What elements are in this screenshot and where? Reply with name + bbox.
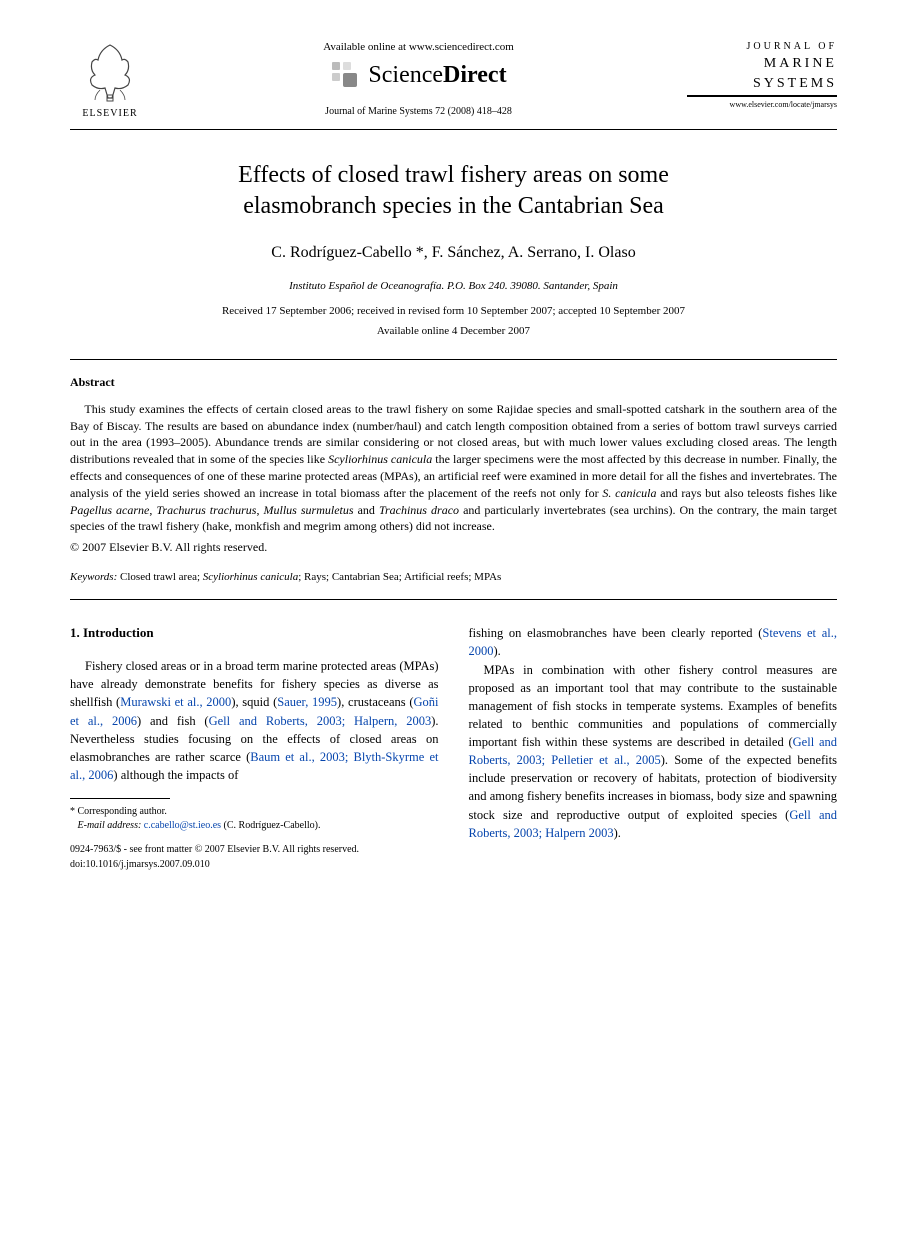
header-row: ELSEVIER Available online at www.science… [70,40,837,121]
title-line2: elasmobranch species in the Cantabrian S… [243,193,664,219]
affiliation: Instituto Español de Oceanografía. P.O. … [70,279,837,294]
email-line: E-mail address: c.cabello@st.ieo.es (C. … [70,819,439,833]
left-column: 1. Introduction Fishery closed areas or … [70,624,439,872]
available-online-text: Available online at www.sciencedirect.co… [160,40,677,55]
article-title: Effects of closed trawl fishery areas on… [70,160,837,222]
corresponding-author-note: * Corresponding author. E-mail address: … [70,805,439,833]
intro-para-left: Fishery closed areas or in a broad term … [70,657,439,784]
cite-link[interactable]: Sauer, 1995 [277,695,337,709]
authors: C. Rodríguez-Cabello *, F. Sánchez, A. S… [70,242,837,264]
header-center: Available online at www.sciencedirect.co… [150,40,687,119]
journal-url: www.elsevier.com/locate/jmarsys [687,99,837,110]
email-link[interactable]: c.cabello@st.ieo.es [144,820,221,831]
journal-reference: Journal of Marine Systems 72 (2008) 418–… [160,105,677,119]
abstract-heading: Abstract [70,374,837,391]
elsevier-block: ELSEVIER [70,40,150,121]
sciencedirect-icon [330,60,362,92]
journal-title-block: JOURNAL OF MARINE SYSTEMS www.elsevier.c… [687,40,837,110]
cite-link[interactable]: Murawski et al., 2000 [120,695,231,709]
sciencedirect-text: ScienceDirect [368,59,506,93]
elsevier-label: ELSEVIER [82,107,137,121]
mid-rule-1 [70,359,837,360]
email-label: E-mail address: [78,820,142,831]
section-heading: 1. Introduction [70,624,439,643]
intro-para-right-2: MPAs in combination with other fishery c… [469,661,838,842]
elsevier-tree-logo [80,40,140,105]
journal-title-line2: MARINE [687,54,837,74]
email-name: (C. Rodríguez-Cabello). [224,820,321,831]
doi-line: doi:10.1016/j.jmarsys.2007.09.010 [70,858,439,873]
body-columns: 1. Introduction Fishery closed areas or … [70,624,837,872]
footer-info: 0924-7963/$ - see front matter © 2007 El… [70,843,439,872]
keywords: Keywords: Closed trawl area; Scyliorhinu… [70,570,837,585]
mid-rule-2 [70,599,837,600]
available-online-date: Available online 4 December 2007 [70,324,837,339]
footnote-rule [70,798,170,799]
abstract-text: This study examines the effects of certa… [70,401,837,535]
received-dates: Received 17 September 2006; received in … [70,304,837,319]
journal-title-line1: JOURNAL OF [687,40,837,54]
top-rule [70,129,837,130]
cite-link[interactable]: Gell and Roberts, 2003; Halpern, 2003 [209,714,432,728]
title-line1: Effects of closed trawl fishery areas on… [238,162,669,188]
keywords-text: Closed trawl area; Scyliorhinus canicula… [117,571,501,583]
corr-label: * Corresponding author. [70,805,439,819]
keywords-label: Keywords: [70,571,117,583]
intro-para-right-1: fishing on elasmobranches have been clea… [469,624,838,660]
sciencedirect-block: ScienceDirect [160,59,677,93]
right-column: fishing on elasmobranches have been clea… [469,624,838,872]
journal-title-line3: SYSTEMS [687,74,837,94]
issn-line: 0924-7963/$ - see front matter © 2007 El… [70,843,439,858]
abstract-copyright: © 2007 Elsevier B.V. All rights reserved… [70,539,837,556]
